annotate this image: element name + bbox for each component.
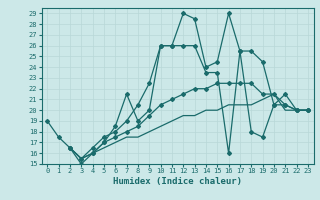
X-axis label: Humidex (Indice chaleur): Humidex (Indice chaleur) — [113, 177, 242, 186]
